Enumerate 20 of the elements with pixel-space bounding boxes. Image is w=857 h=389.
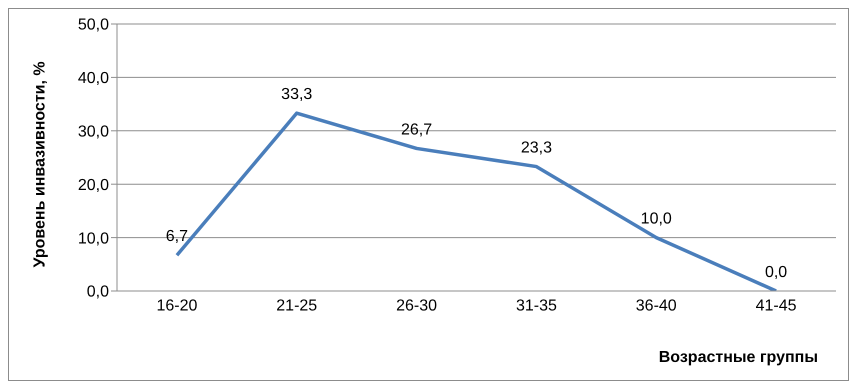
x-tick-label: 41-45 bbox=[756, 297, 797, 314]
data-label: 10,0 bbox=[640, 210, 672, 228]
data-label: 33,3 bbox=[281, 86, 312, 104]
data-label: 26,7 bbox=[401, 121, 432, 138]
x-tick-label: 21-25 bbox=[276, 297, 318, 314]
data-label: 6,7 bbox=[166, 228, 188, 246]
y-tick-label: 20,0 bbox=[78, 176, 110, 194]
y-tick-label: 10,0 bbox=[78, 230, 110, 248]
x-axis-title: Возрастные группы bbox=[658, 349, 818, 366]
data-label: 23,3 bbox=[520, 140, 552, 157]
y-tick-label: 0,0 bbox=[86, 284, 110, 301]
data-label: 0,0 bbox=[764, 264, 788, 281]
x-tick-label: 26-30 bbox=[396, 297, 438, 314]
x-tick-label: 36-40 bbox=[636, 297, 677, 314]
x-tick-label: 16-20 bbox=[156, 297, 198, 314]
y-tick-label: 30,0 bbox=[78, 123, 110, 140]
y-tick-label: 40,0 bbox=[78, 70, 110, 88]
y-tick-label: 50,0 bbox=[78, 16, 110, 34]
y-axis-title: Уровень инвазивности, % bbox=[32, 61, 49, 268]
x-tick-label: 31-35 bbox=[516, 297, 557, 314]
